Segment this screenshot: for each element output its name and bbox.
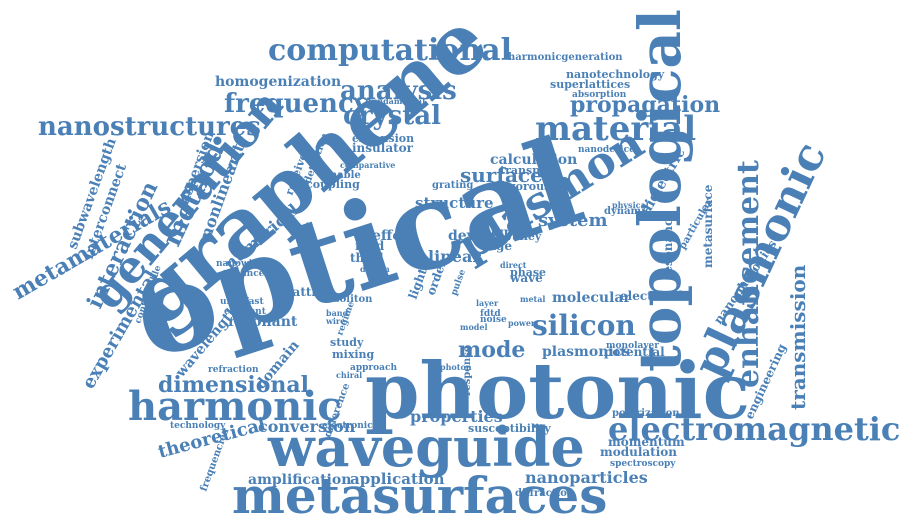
word-wire: wire xyxy=(325,316,345,326)
word-electrical: electrical xyxy=(620,289,684,303)
word-analysis: analysis xyxy=(340,76,457,106)
word-model: model xyxy=(460,322,488,332)
word-monolayer: monolayer xyxy=(606,341,659,351)
word-transmission: transmission xyxy=(786,264,810,410)
word-computational: computational xyxy=(268,33,512,68)
word-properties: properties xyxy=(410,407,503,426)
word-grating: grating xyxy=(432,180,473,191)
word-technology: technology xyxy=(170,421,226,431)
word-harmonicgeneration: harmonicgeneration xyxy=(508,52,623,63)
word-dimensional: dimensional xyxy=(158,372,309,398)
word-lattice: lattice xyxy=(288,285,331,299)
word-metasurface: metasurface xyxy=(701,184,715,268)
word-mixing: mixing xyxy=(332,348,375,361)
word-spectroscopy: spectroscopy xyxy=(610,459,676,469)
word-effect: effect xyxy=(372,228,417,244)
word-enhanced: enhanced xyxy=(222,269,271,279)
word-soliton: soliton xyxy=(334,294,373,305)
word-nanostructures: nanostructures xyxy=(38,112,261,142)
word-frequency: frequency xyxy=(224,89,370,119)
word-chiral: chiral xyxy=(336,370,362,380)
word-expansion: expansion xyxy=(352,132,414,145)
word-homogenization: homogenization xyxy=(215,74,341,90)
word-response: response xyxy=(462,346,473,396)
word-nanodevices: nanodevices xyxy=(578,145,640,155)
word-absorption: absorption xyxy=(572,90,627,100)
word-resonance: resonance xyxy=(661,211,675,280)
word-efficient: efficient xyxy=(224,307,267,317)
word-superlattices: superlattices xyxy=(550,78,630,91)
word-coupling: coupling xyxy=(306,178,360,191)
word-linear: linear xyxy=(428,247,481,266)
word-electronic: electronic xyxy=(322,421,373,431)
word-polarization: polarization xyxy=(612,408,680,419)
word-third: third xyxy=(350,251,384,265)
word-nanoparticles: nanoparticles xyxy=(525,468,648,487)
word-system: system xyxy=(538,210,608,231)
word-field: field xyxy=(355,239,385,253)
word-approach: approach xyxy=(350,363,397,373)
word-comparative: comparative xyxy=(340,160,395,170)
word-phase: phase xyxy=(510,266,546,279)
word-transport: transport xyxy=(500,164,559,177)
word-wave: wave xyxy=(509,271,543,285)
word-structure: structure xyxy=(415,194,494,212)
word-susceptibility: susceptibility xyxy=(468,422,551,435)
word-material: material xyxy=(535,109,696,149)
word-insulator: insulator xyxy=(352,141,414,155)
word-crystal: crystal xyxy=(343,101,441,131)
word-surface: surface xyxy=(460,163,543,187)
word-propagation: propagation xyxy=(570,92,720,118)
word-rigorous: rigorous xyxy=(498,180,550,193)
word-device: device xyxy=(448,228,498,244)
word-potential: potential xyxy=(604,345,665,359)
word-nanotechnology: nanotechnology xyxy=(566,68,665,81)
word-physical: physical xyxy=(612,200,649,210)
word-amplification: amplification xyxy=(248,472,351,488)
word-electromagnetic: electromagnetic xyxy=(608,410,900,448)
word-dynamic: dynamic xyxy=(604,206,651,217)
word-momentum: momentum xyxy=(608,435,685,449)
word-calculation: calculation xyxy=(490,152,577,168)
word-enhancement: enhancement xyxy=(731,160,766,388)
word-waveguide: waveguide xyxy=(267,415,585,479)
word-noise: noise xyxy=(480,315,507,325)
word-edge: edge xyxy=(480,239,512,253)
word-tunable: tunable xyxy=(318,170,361,181)
word-cloud-words: optical graphene photonic waveguide topo… xyxy=(8,0,900,522)
word-metasurfaces: metasurfaces xyxy=(232,466,607,522)
word-design: design xyxy=(360,264,390,274)
word-layer: layer xyxy=(476,298,499,308)
word-nanowires: nanowires xyxy=(216,259,268,269)
word-fdtd: fdtd xyxy=(480,309,501,319)
word-signal: signal xyxy=(484,225,525,239)
word-power: power xyxy=(508,318,536,328)
word-topological: topological xyxy=(626,9,694,372)
word-metal: metal xyxy=(520,294,545,304)
word-plasmonics: plasmonics xyxy=(542,344,630,360)
word-study: study xyxy=(330,336,364,349)
word-refraction: refraction xyxy=(208,365,259,375)
word-mode: mode xyxy=(458,337,525,363)
word-ultrafast: ultrafast xyxy=(220,297,264,307)
word-modulation: modulation xyxy=(600,445,677,459)
word-silicon: silicon xyxy=(532,309,636,342)
word-fundamental: fundamental xyxy=(368,96,425,106)
word-resonant: resonant xyxy=(228,314,298,330)
word-valley: valley xyxy=(505,230,542,243)
word-conversion: conversion xyxy=(258,417,356,436)
word-harmonic: harmonic xyxy=(128,383,342,430)
word-direct: direct xyxy=(500,260,527,270)
word-band: band xyxy=(326,308,349,318)
word-photon: photon xyxy=(440,362,472,372)
word-photonic: photonic xyxy=(365,346,750,437)
word-application: application xyxy=(350,470,445,488)
word-molecular: molecular xyxy=(552,290,631,306)
word-diffraction: diffraction xyxy=(515,488,575,499)
